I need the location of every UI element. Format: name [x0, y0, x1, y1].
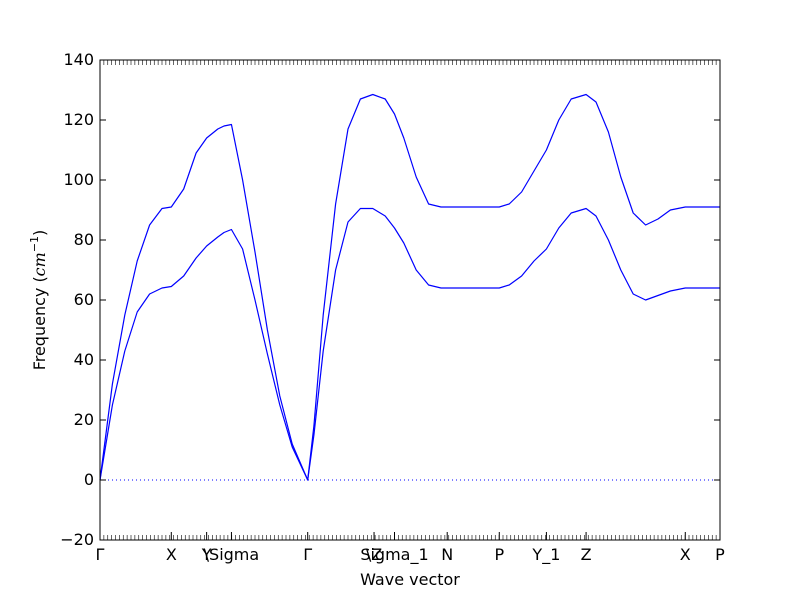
phonon-branch-line-2: [99, 207, 720, 481]
y-axis-label-text: Frequency (: [30, 276, 49, 370]
y-tick-label: 60: [74, 290, 94, 309]
x-tick-label: Y: [201, 545, 212, 564]
y-tick-label: 120: [63, 110, 94, 129]
y-axis-label-close: ): [30, 230, 49, 236]
y-axis-ticks: −20 0 20 40 60 80 100 120 140: [60, 50, 720, 549]
plot-area: [99, 93, 720, 481]
y-tick-label: −20: [60, 530, 94, 549]
x-tick-label: Sigma_1: [360, 545, 428, 565]
y-axis-label-unit-exponent: −1: [28, 236, 41, 252]
y-tick-label: 0: [84, 470, 94, 489]
x-tick-label: X: [680, 545, 691, 564]
x-tick-label: Γ: [303, 545, 312, 564]
x-tick-label: N: [441, 545, 453, 564]
x-tick-label: \Z: [366, 545, 382, 564]
y-tick-label: 140: [63, 50, 94, 69]
y-tick-label: 20: [74, 410, 94, 429]
y-tick-label: 40: [74, 350, 94, 369]
x-tick-label: Y_1: [531, 545, 560, 565]
x-axis-label: Wave vector: [360, 570, 460, 589]
x-tick-label: \Sigma: [204, 545, 260, 564]
x-tick-label: Z: [581, 545, 592, 564]
x-tick-label: P: [494, 545, 504, 564]
x-tick-label: P: [715, 545, 725, 564]
y-axis-label: Frequency (cm−1): [28, 230, 49, 371]
y-axis-label-unit: cm: [30, 252, 49, 276]
y-tick-label: 100: [63, 170, 94, 189]
x-tick-label: Γ: [96, 545, 105, 564]
x-tick-label: X: [166, 545, 177, 564]
phonon-branch-line-1: [99, 93, 720, 481]
y-tick-label: 80: [74, 230, 94, 249]
